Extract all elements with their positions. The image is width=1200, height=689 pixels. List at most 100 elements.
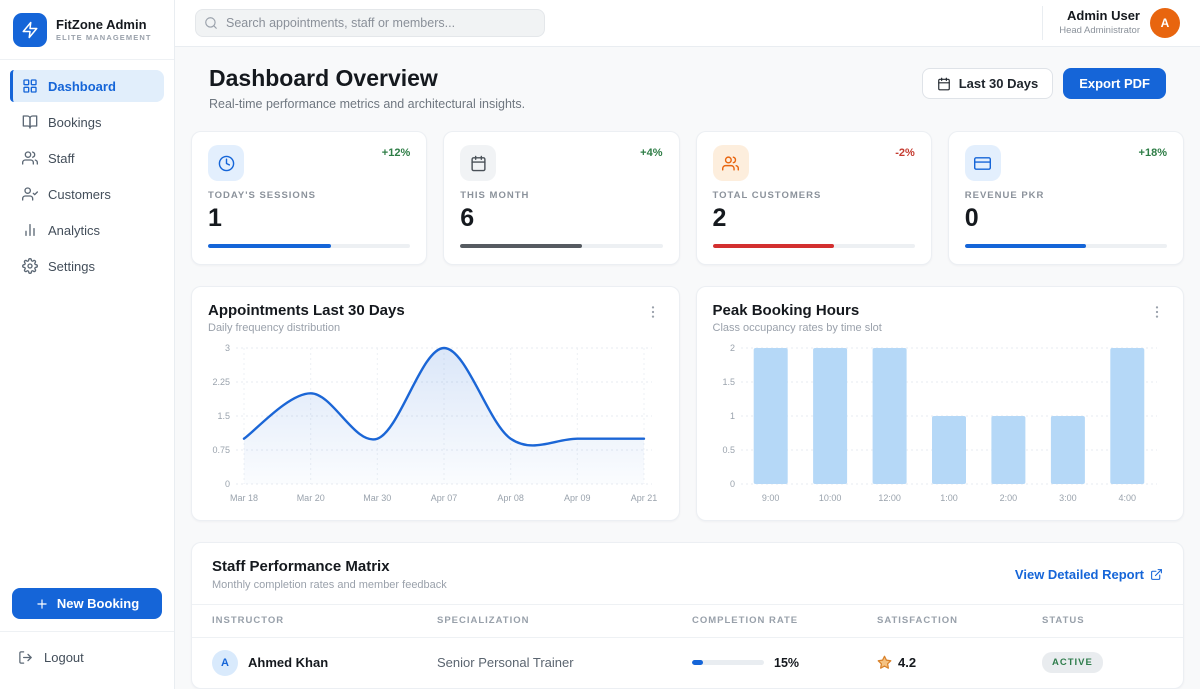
brand: FitZone Admin ELITE MANAGEMENT xyxy=(0,0,174,60)
svg-text:2: 2 xyxy=(729,343,734,353)
stat-card-this-month: +4% THIS MONTH 6 xyxy=(443,131,679,265)
staff-table-subtitle: Monthly completion rates and member feed… xyxy=(212,579,447,591)
external-link-icon xyxy=(1150,568,1163,581)
stat-progress-track xyxy=(965,244,1167,248)
peak-hours-chart-menu-button[interactable] xyxy=(1147,302,1167,322)
stat-label: REVENUE PKR xyxy=(965,190,1167,201)
zap-icon xyxy=(21,21,39,39)
stat-value: 6 xyxy=(460,205,662,233)
svg-text:1:00: 1:00 xyxy=(940,493,958,503)
svg-text:0.75: 0.75 xyxy=(212,445,230,455)
svg-text:0.5: 0.5 xyxy=(722,445,735,455)
stat-card-total-customers: -2% TOTAL CUSTOMERS 2 xyxy=(696,131,932,265)
svg-text:1.5: 1.5 xyxy=(722,377,735,387)
bar-2:00 xyxy=(991,416,1025,484)
column-header-completion-rate: COMPLETION RATE xyxy=(692,615,877,626)
bar-12:00 xyxy=(872,348,906,484)
users-icon xyxy=(722,155,739,172)
user-avatar[interactable]: A xyxy=(1150,8,1180,38)
appointments-chart-card: Appointments Last 30 Days Daily frequenc… xyxy=(191,286,680,521)
stat-label: THIS MONTH xyxy=(460,190,662,201)
star-icon xyxy=(877,655,892,670)
column-header-satisfaction: SATISFACTION xyxy=(877,615,1042,626)
sidebar-spacer xyxy=(0,282,174,576)
kebab-menu-icon xyxy=(1149,304,1165,320)
users-icon xyxy=(22,150,38,166)
page-header: Dashboard Overview Real-time performance… xyxy=(209,65,1166,111)
svg-text:Mar 30: Mar 30 xyxy=(363,493,391,503)
sidebar-item-analytics[interactable]: Analytics xyxy=(10,214,164,246)
sidebar-item-label: Customers xyxy=(48,187,111,202)
stat-value: 1 xyxy=(208,205,410,233)
user-role: Head Administrator xyxy=(1059,25,1140,37)
sidebar-item-customers[interactable]: Customers xyxy=(10,178,164,210)
search-input[interactable] xyxy=(195,9,545,37)
sidebar: FitZone Admin ELITE MANAGEMENT Dashboard… xyxy=(0,0,175,689)
appointments-chart-subtitle: Daily frequency distribution xyxy=(208,322,405,334)
view-detailed-report-link[interactable]: View Detailed Report xyxy=(1015,567,1163,582)
new-booking-button[interactable]: New Booking xyxy=(12,588,162,619)
peak-hours-chart-card: Peak Booking Hours Class occupancy rates… xyxy=(696,286,1185,521)
stat-card-today-s-sessions: +12% TODAY'S SESSIONS 1 xyxy=(191,131,427,265)
user-menu[interactable]: Admin User Head Administrator A xyxy=(1042,6,1180,40)
svg-text:3: 3 xyxy=(225,343,230,353)
calendar-icon xyxy=(470,155,487,172)
sidebar-item-staff[interactable]: Staff xyxy=(10,142,164,174)
bar-10:00 xyxy=(813,348,847,484)
app-tagline: ELITE MANAGEMENT xyxy=(56,33,152,42)
sidebar-item-label: Dashboard xyxy=(48,79,116,94)
peak-hours-chart-subtitle: Class occupancy rates by time slot xyxy=(713,322,882,334)
stat-trend: +4% xyxy=(640,147,662,159)
logout-button[interactable]: Logout xyxy=(12,644,162,671)
completion-rate-value: 15% xyxy=(774,656,799,670)
staff-table-body: A Ahmed Khan Senior Personal Trainer 15%… xyxy=(192,638,1183,688)
sidebar-item-label: Staff xyxy=(48,151,75,166)
svg-text:Apr 07: Apr 07 xyxy=(431,493,458,503)
bar-3:00 xyxy=(1050,416,1084,484)
new-booking-label: New Booking xyxy=(57,596,139,611)
staff-performance-card: Staff Performance Matrix Monthly complet… xyxy=(191,542,1184,689)
plus-icon xyxy=(35,597,49,611)
kebab-menu-icon xyxy=(645,304,661,320)
stat-progress-fill xyxy=(208,244,331,248)
svg-text:9:00: 9:00 xyxy=(761,493,779,503)
svg-text:0: 0 xyxy=(225,479,230,489)
credit-card-icon xyxy=(974,155,991,172)
staff-table-title: Staff Performance Matrix xyxy=(212,558,447,575)
stat-label: TOTAL CUSTOMERS xyxy=(713,190,915,201)
svg-text:Mar 18: Mar 18 xyxy=(230,493,258,503)
user-check-icon xyxy=(22,186,38,202)
sidebar-item-settings[interactable]: Settings xyxy=(10,250,164,282)
app-logo xyxy=(13,13,47,47)
stat-progress-fill xyxy=(713,244,834,248)
calendar-icon xyxy=(937,77,951,91)
column-header-instructor: INSTRUCTOR xyxy=(212,615,437,626)
appointments-line-chart: 00.751.52.253Mar 18Mar 20Mar 30Apr 07Apr… xyxy=(208,340,663,515)
grid-icon xyxy=(22,78,38,94)
date-range-button[interactable]: Last 30 Days xyxy=(922,68,1054,99)
stat-progress-track xyxy=(208,244,410,248)
bar-4:00 xyxy=(1110,348,1144,484)
stats-row: +12% TODAY'S SESSIONS 1 +4% THIS MONTH 6… xyxy=(191,131,1184,265)
bar-chart-svg: 00.511.529:0010:0012:001:002:003:004:00 xyxy=(713,340,1165,510)
bar-chart-icon xyxy=(22,222,38,238)
svg-text:4:00: 4:00 xyxy=(1118,493,1136,503)
svg-text:0: 0 xyxy=(729,479,734,489)
stat-progress-fill xyxy=(965,244,1086,248)
column-header-status: STATUS xyxy=(1042,615,1163,626)
stat-value: 2 xyxy=(713,205,915,233)
stat-progress-track xyxy=(460,244,662,248)
appointments-chart-menu-button[interactable] xyxy=(643,302,663,322)
instructor-name: Ahmed Khan xyxy=(248,655,328,670)
svg-text:2:00: 2:00 xyxy=(999,493,1017,503)
sidebar-item-dashboard[interactable]: Dashboard xyxy=(10,70,164,102)
sidebar-footer: Logout xyxy=(0,631,174,689)
sidebar-item-label: Settings xyxy=(48,259,95,274)
instructor-specialization: Senior Personal Trainer xyxy=(437,655,692,670)
export-pdf-button[interactable]: Export PDF xyxy=(1063,68,1166,99)
sidebar-nav: Dashboard Bookings Staff Customers Analytics… xyxy=(0,60,174,282)
search-icon xyxy=(204,16,218,30)
clock-icon xyxy=(218,155,235,172)
sidebar-item-bookings[interactable]: Bookings xyxy=(10,106,164,138)
stat-trend: -2% xyxy=(895,147,915,159)
